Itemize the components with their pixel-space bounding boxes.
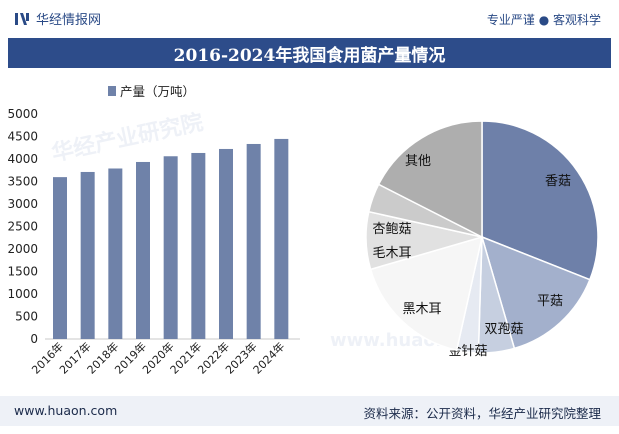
pie-label: 双孢菇 [484,322,523,337]
y-tick-label: 4500 [7,130,38,144]
bar [191,152,206,339]
bar [219,148,233,339]
footer-source: 资料来源：公开资料，华经产业研究院整理 [363,406,601,421]
pie-label: 其他 [405,154,431,169]
bar [163,156,178,339]
y-tick-label: 2000 [7,242,38,256]
chart-title-bar: 2016-2024年我国食用菌产量情况 [8,38,611,68]
footer-url[interactable]: www.huaon.com [14,403,118,418]
logo-icon [15,12,29,25]
pie-label: 杏鲍菇 [372,222,411,237]
y-tick-label: 3500 [7,175,38,189]
tagline: 专业严谨 ● 客观科学 [486,13,601,27]
pie-slice [369,235,484,352]
pie-slice [481,120,599,281]
y-tick-label: 0 [30,332,38,346]
pie-slice [377,120,483,239]
pie-label: 香菇 [545,174,571,189]
top-bar: 华经情报网 专业严谨 ● 客观科学 [0,0,619,36]
y-tick-label: 5000 [7,107,38,121]
x-tick-label: 2024年 [250,339,287,376]
bar [246,143,261,339]
y-tick-label: 3000 [7,197,38,211]
legend-label: 产量（万吨） [120,84,195,99]
pie-label: 毛木耳 [372,246,411,261]
y-tick-label: 2500 [7,220,38,234]
chart-title: 2016-2024年我国食用菌产量情况 [173,45,446,66]
y-tick-label: 1000 [7,287,38,301]
y-tick-label: 4000 [7,152,38,166]
bar [108,168,123,339]
logo-text: 华经情报网 [36,13,102,28]
pie-label: 黑木耳 [402,302,441,317]
chart-canvas: 产量（万吨） 0 500 1000 1500 2000 2500 3000 3500 4000 45… [7,84,599,377]
footer: www.huaon.com 资料来源：公开资料，华经产业研究院整理 [0,396,619,426]
logo[interactable]: 华经情报网 [14,9,101,28]
pie-label: 平菇 [537,294,563,309]
pie-slice [480,235,591,350]
pie-label: 金针菇 [448,343,487,359]
y-tick-label: 500 [15,310,38,324]
bar [80,171,95,339]
bar [274,138,289,339]
y-tick-label: 1500 [7,265,38,279]
legend-swatch [108,86,116,96]
bar [53,177,67,339]
bar [136,161,150,339]
